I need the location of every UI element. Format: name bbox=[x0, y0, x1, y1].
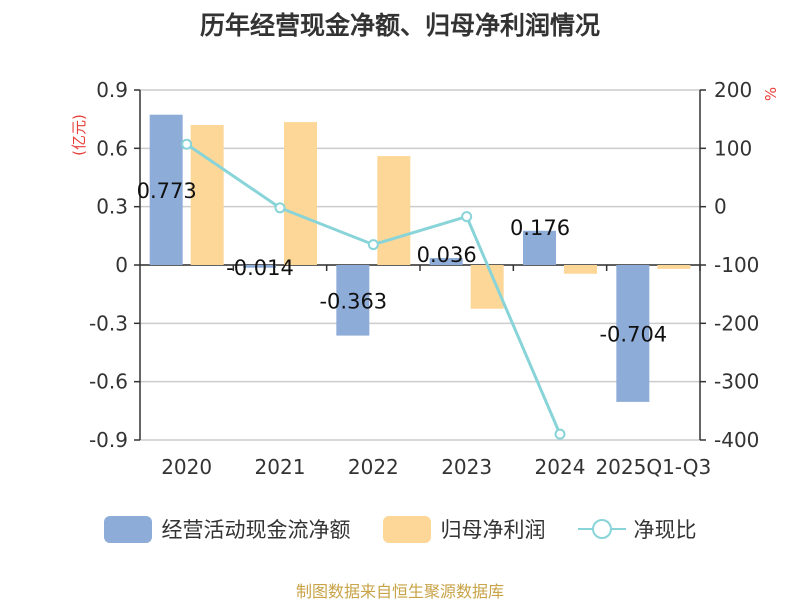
legend-swatch-profit bbox=[382, 515, 431, 543]
y-left-tick-label: -0.3 bbox=[89, 311, 128, 335]
bar-cash-2022 bbox=[336, 265, 370, 336]
ratio-point bbox=[274, 202, 286, 214]
y-right-tick-label: -200 bbox=[714, 311, 759, 335]
y-left-tick-label: -0.9 bbox=[89, 428, 128, 452]
legend-swatch-ratio bbox=[577, 519, 626, 539]
bar-cash-2021 bbox=[243, 265, 276, 268]
x-tick-label: 2021 bbox=[255, 455, 306, 479]
y-right-tick-label: 100 bbox=[714, 136, 752, 160]
data-label-cash: -0.014 bbox=[226, 256, 294, 280]
legend-label-profit: 归母净利润 bbox=[440, 518, 546, 542]
x-tick-label: 2020 bbox=[161, 455, 212, 479]
data-label-cash: -0.363 bbox=[319, 289, 387, 313]
bar-cash-2020 bbox=[149, 114, 183, 265]
y-left-tick-label: -0.6 bbox=[89, 370, 128, 394]
bar-profit-2024 bbox=[564, 265, 597, 274]
y-right-unit: % bbox=[762, 87, 780, 101]
x-tick-label: 2025Q1-Q3 bbox=[595, 455, 711, 479]
ratio-point bbox=[367, 239, 379, 251]
data-label-cash: 0.176 bbox=[510, 216, 570, 240]
bar-cash-2024 bbox=[523, 230, 556, 265]
source-note: 制图数据来自恒生聚源数据库 bbox=[295, 582, 504, 601]
bar-profit-2023 bbox=[470, 265, 504, 309]
bar-profit-2022 bbox=[377, 156, 411, 265]
data-label-cash: -0.704 bbox=[599, 322, 667, 346]
y-right-tick-label: -400 bbox=[714, 428, 759, 452]
legend-item-cash[interactable]: 经营活动现金流净额 bbox=[103, 514, 351, 544]
ratio-point bbox=[181, 138, 193, 150]
y-left-tick-label: 0.9 bbox=[96, 78, 128, 102]
x-tick-label: 2022 bbox=[348, 455, 399, 479]
data-label-cash: 0.773 bbox=[137, 179, 197, 203]
data-label-cash: 0.036 bbox=[417, 243, 477, 267]
y-left-tick-label: 0.6 bbox=[96, 136, 128, 160]
ratio-point bbox=[461, 211, 473, 223]
y-right-tick-label: 0 bbox=[714, 195, 727, 219]
bar-cash-2025Q1-Q3 bbox=[616, 265, 650, 402]
bar-profit-2020 bbox=[190, 125, 224, 265]
x-tick-label: 2024 bbox=[535, 455, 586, 479]
legend-label-ratio: 净现比 bbox=[633, 518, 697, 542]
legend: 经营活动现金流净额 归母净利润 净现比 bbox=[0, 514, 800, 544]
x-tick-label: 2023 bbox=[441, 455, 492, 479]
legend-swatch-cash bbox=[103, 515, 152, 543]
bar-profit-2025Q1-Q3 bbox=[657, 265, 691, 269]
bar-cash-2023 bbox=[429, 258, 463, 265]
bar-profit-2021 bbox=[284, 122, 317, 265]
y-left-tick-label: 0 bbox=[115, 253, 128, 277]
legend-label-cash: 经营活动现金流净额 bbox=[161, 518, 351, 542]
ratio-point bbox=[554, 428, 566, 440]
y-right-tick-label: 200 bbox=[714, 78, 752, 102]
y-left-unit: (亿元) bbox=[70, 114, 88, 156]
legend-item-ratio[interactable]: 净现比 bbox=[577, 514, 697, 544]
y-right-tick-label: -100 bbox=[714, 253, 759, 277]
y-left-tick-label: 0.3 bbox=[96, 195, 128, 219]
chart-title: 历年经营现金净额、归母净利润情况 bbox=[199, 11, 600, 40]
legend-item-profit[interactable]: 归母净利润 bbox=[382, 514, 546, 544]
y-right-tick-label: -300 bbox=[714, 370, 759, 394]
